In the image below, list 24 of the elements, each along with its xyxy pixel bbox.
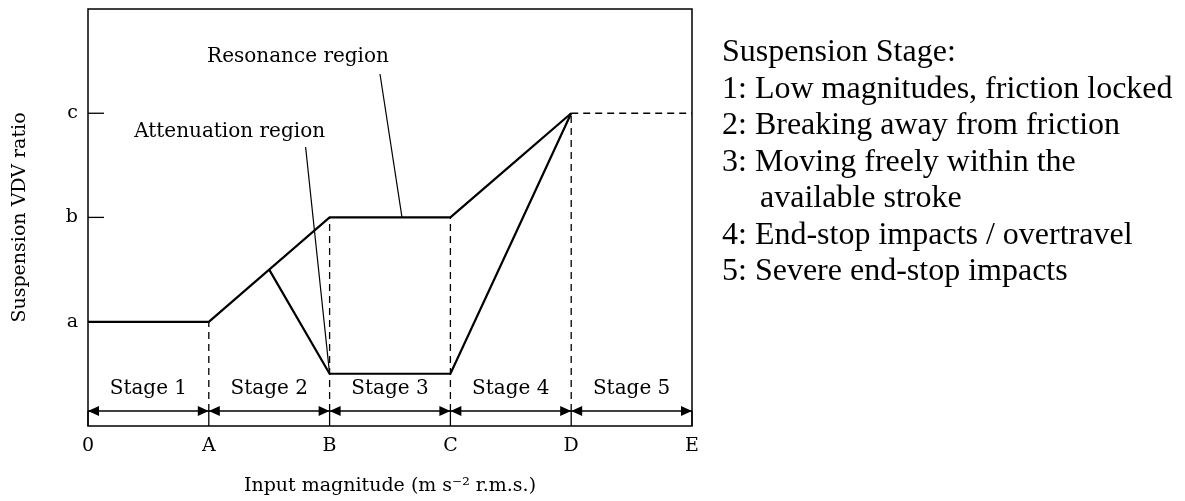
y-axis-title: Suspension VDV ratio [7, 112, 30, 323]
text: Resonance region [207, 43, 390, 68]
x-tick-label: D [563, 433, 579, 456]
text: Suspension Stage: [722, 32, 957, 69]
x-tick-label: A [200, 433, 216, 456]
text: a [66, 308, 78, 331]
x-tick-label: E [685, 433, 699, 456]
text: 5: Severe end-stop impacts [722, 251, 1069, 288]
annotation: Stage 3 [351, 375, 429, 400]
annotation: Stage 1 [109, 375, 188, 400]
text: b [65, 204, 78, 227]
annotation: Stage 2 [230, 375, 308, 400]
text: 3: Moving freely within the available stroke [722, 141, 1077, 215]
x-tick-label: 0 [81, 433, 95, 456]
text: 1: Low magnitudes, friction locked [722, 68, 1173, 105]
x-tick-label: C [443, 433, 458, 456]
text: 4: End-stop impacts / overtravel [722, 214, 1134, 251]
text: 2: Breaking away from friction [722, 105, 1122, 142]
text: c [67, 100, 78, 123]
x-tick-label: B [322, 433, 337, 456]
x-axis-title: Input magnitude (m s⁻² r.m.s.) [243, 472, 537, 495]
annotation: Stage 5 [592, 375, 671, 400]
annotation: Stage 4 [472, 375, 550, 400]
annotation: Attenuation region [133, 118, 326, 143]
